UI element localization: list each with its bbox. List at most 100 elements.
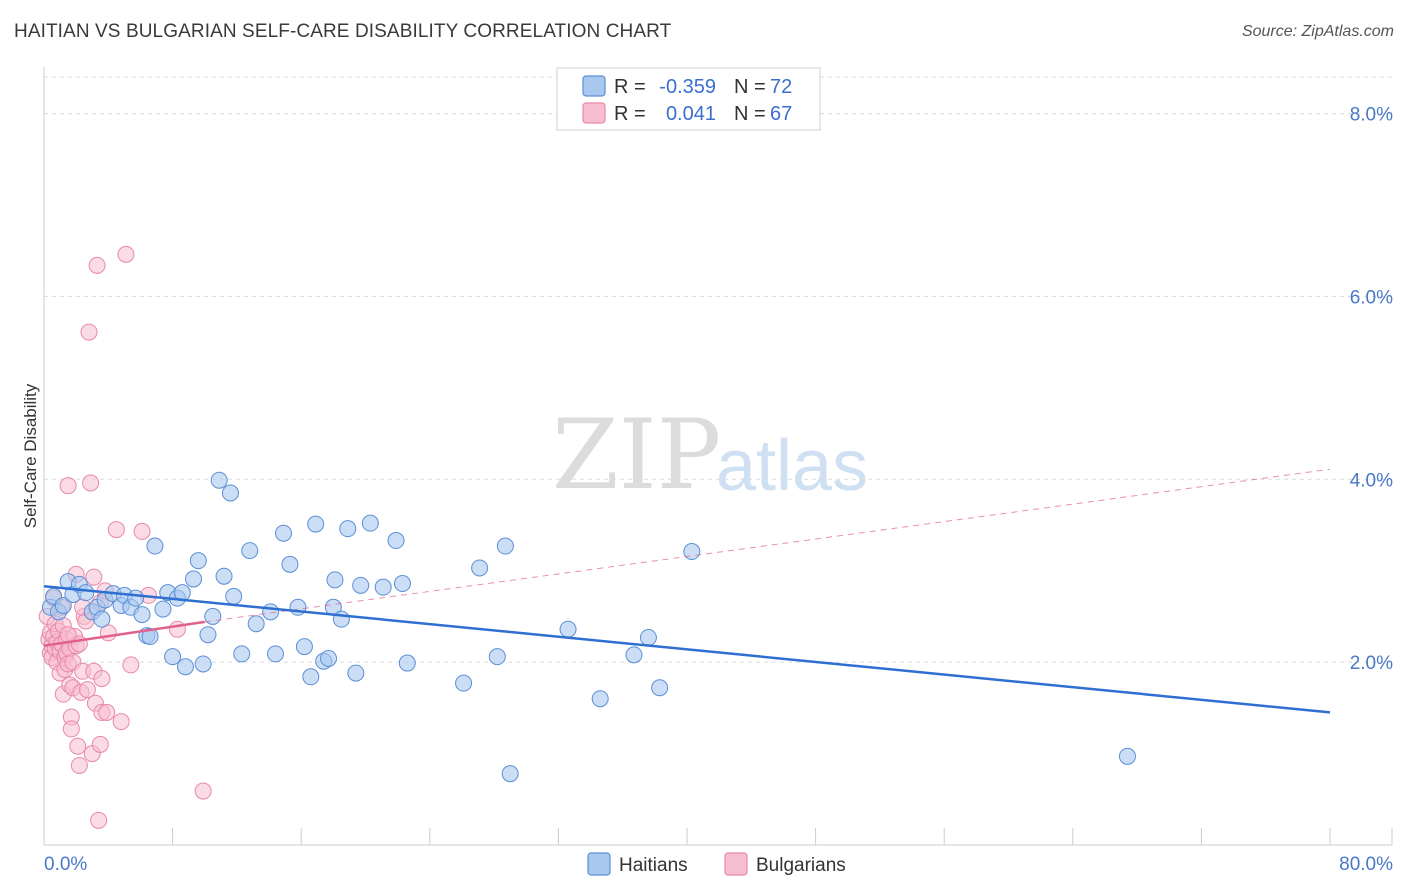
x-tick-label-1: 80.0% — [1339, 854, 1393, 875]
bulgarians-point-34 — [69, 737, 87, 755]
y-tick-label-1: 4.0% — [1350, 470, 1393, 491]
bulgarians-point-63 — [168, 620, 186, 638]
y-tick-label-2: 6.0% — [1350, 287, 1393, 308]
haitians-points — [41, 471, 1136, 783]
haitians-point-39 — [262, 603, 280, 621]
bulgarians-point-57 — [107, 521, 125, 539]
bulgarians-point-61 — [133, 522, 151, 540]
haitians-point-64 — [501, 765, 519, 783]
gridlines — [44, 76, 1392, 663]
bulgarians-trend-extension — [204, 468, 1331, 623]
haitians-point-55 — [361, 514, 379, 532]
correlation-legend: R = -0.359 N = 72 R = 0.041 N = 67 — [556, 67, 821, 131]
haitians-point-57 — [387, 532, 405, 550]
haitians-point-3 — [54, 596, 72, 614]
bulgarians-point-49 — [90, 811, 108, 829]
haitians-point-34 — [221, 484, 239, 502]
source-label: Source: ZipAtlas.com — [1241, 23, 1394, 40]
haitians-point-67 — [625, 646, 643, 664]
haitians-point-21 — [154, 600, 172, 618]
bulgarians-points — [38, 245, 212, 829]
haitians-point-30 — [199, 626, 217, 644]
haitians-point-48 — [320, 649, 338, 667]
haitians-point-7 — [77, 584, 95, 602]
haitians-point-37 — [241, 542, 259, 560]
haitians-point-51 — [332, 610, 350, 628]
haitians-point-38 — [247, 615, 265, 633]
haitians-point-41 — [275, 524, 293, 542]
bulgarians-trend-line — [43, 620, 205, 647]
haitians-point-16 — [127, 589, 145, 607]
haitians-point-10 — [93, 610, 111, 628]
haitians-point-32 — [210, 471, 228, 489]
bulgarians-point-52 — [93, 670, 111, 688]
haitians-point-69 — [651, 679, 669, 697]
tick-labels: 2.0% 4.0% 6.0% 8.0% 0.0% 80.0% — [44, 105, 1393, 875]
trend-lines — [43, 468, 1331, 714]
bulgarians-point-35 — [70, 756, 88, 774]
haitians-trend-line — [43, 585, 1331, 714]
haitians-point-28 — [189, 552, 207, 570]
watermark-atlas: atlas — [716, 426, 868, 506]
haitians-point-58 — [393, 575, 411, 593]
y-tick-label-3: 8.0% — [1350, 105, 1393, 126]
y-axis-label: Self-Care Disability — [21, 383, 40, 528]
haitians-point-56 — [374, 578, 392, 596]
haitians-point-52 — [339, 520, 357, 538]
haitians-point-66 — [591, 690, 609, 708]
haitians-point-33 — [215, 567, 233, 585]
bulgarians-point-41 — [78, 681, 96, 699]
haitians-point-71 — [1118, 747, 1136, 765]
bulgarians-point-28 — [62, 720, 80, 738]
haitians-point-20 — [146, 537, 164, 555]
haitians-point-59 — [398, 654, 416, 672]
haitians-point-50 — [326, 571, 344, 589]
bulgarians-point-50 — [91, 735, 109, 753]
legend-n-value-bulgarians: 67 — [770, 103, 792, 125]
legend-swatch-haitians — [582, 75, 606, 97]
legend-n-value-haitians: 72 — [770, 76, 792, 98]
haitians-point-17 — [133, 606, 151, 624]
legend-r-value-bulgarians: 0.041 — [666, 103, 716, 125]
bulgarians-point-55 — [98, 703, 116, 721]
haitians-point-65 — [559, 620, 577, 638]
haitians-point-26 — [176, 658, 194, 676]
haitians-point-46 — [307, 515, 325, 533]
bulgarians-point-42 — [80, 323, 98, 341]
haitians-point-42 — [281, 555, 299, 573]
haitians-point-53 — [347, 664, 365, 682]
legend-swatch-bulgarians — [582, 102, 606, 124]
haitians-point-62 — [488, 648, 506, 666]
haitians-point-60 — [455, 674, 473, 692]
watermark: ZIP atlas — [552, 399, 868, 511]
bulgarians-point-58 — [112, 713, 130, 731]
haitians-point-44 — [295, 638, 313, 656]
x-tick-label-0: 0.0% — [44, 854, 87, 875]
haitians-point-45 — [302, 668, 320, 686]
haitians-point-63 — [496, 537, 514, 555]
haitians-point-54 — [352, 576, 370, 594]
bulgarians-point-24 — [59, 477, 77, 495]
haitians-point-19 — [141, 628, 159, 646]
series-legend: Haitians Bulgarians — [587, 852, 846, 876]
bulgarians-point-46 — [85, 568, 103, 586]
axes — [43, 67, 1393, 846]
bottom-legend-swatch-bulgarians — [724, 852, 748, 876]
haitians-point-68 — [639, 628, 657, 646]
haitians-point-36 — [233, 645, 251, 663]
bulgarians-point-43 — [82, 474, 100, 492]
bulgarians-point-60 — [122, 656, 140, 674]
bulgarians-point-59 — [117, 245, 135, 263]
legend-r-label-haitians: R = — [614, 76, 646, 98]
bulgarians-point-48 — [88, 256, 106, 274]
haitians-point-70 — [683, 543, 701, 561]
legend-r-value-haitians: -0.359 — [659, 76, 716, 98]
y-tick-label-0: 2.0% — [1350, 653, 1393, 674]
haitians-point-61 — [471, 559, 489, 577]
haitians-point-27 — [184, 570, 202, 588]
bottom-legend-swatch-haitians — [587, 852, 611, 876]
legend-n-label-haitians: N = — [734, 76, 766, 98]
haitians-point-40 — [266, 645, 284, 663]
legend-n-label-bulgarians: N = — [734, 103, 766, 125]
